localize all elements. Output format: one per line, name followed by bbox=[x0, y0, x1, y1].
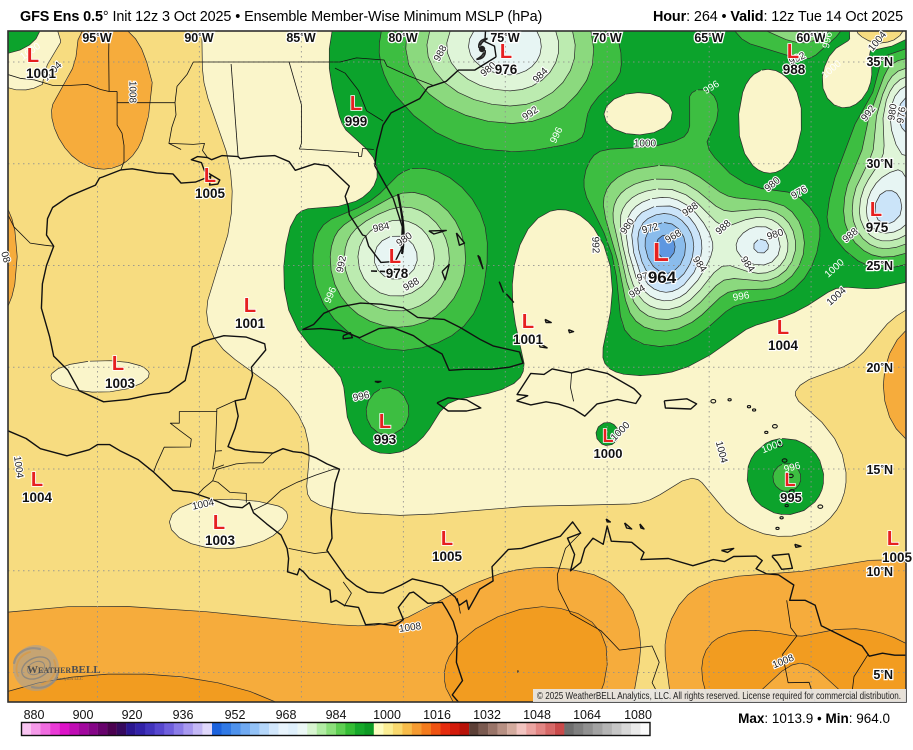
svg-text:20°N: 20°N bbox=[866, 361, 893, 375]
svg-text:L: L bbox=[112, 353, 124, 375]
svg-text:1004: 1004 bbox=[768, 338, 799, 353]
svg-text:L: L bbox=[787, 41, 799, 63]
svg-text:1000: 1000 bbox=[373, 708, 401, 722]
svg-text:996: 996 bbox=[783, 460, 802, 475]
svg-text:976: 976 bbox=[495, 62, 518, 77]
svg-text:1003: 1003 bbox=[105, 376, 136, 391]
svg-text:1008: 1008 bbox=[127, 81, 138, 104]
svg-text:952: 952 bbox=[225, 708, 246, 722]
svg-text:85°W: 85°W bbox=[286, 31, 316, 45]
svg-text:L: L bbox=[777, 317, 789, 339]
svg-text:992: 992 bbox=[589, 237, 601, 254]
svg-text:996: 996 bbox=[732, 290, 751, 304]
svg-text:1004: 1004 bbox=[11, 455, 25, 479]
svg-text:1008: 1008 bbox=[398, 621, 422, 635]
svg-text:GFS Ens 0.5° Init 12z 3 Oct 20: GFS Ens 0.5° Init 12z 3 Oct 2025 • Ensem… bbox=[20, 9, 542, 25]
svg-text:95°W: 95°W bbox=[82, 31, 112, 45]
svg-text:90°W: 90°W bbox=[184, 31, 214, 45]
svg-text:996: 996 bbox=[352, 390, 371, 404]
svg-text:1001: 1001 bbox=[513, 332, 544, 347]
svg-text:1016: 1016 bbox=[423, 708, 451, 722]
svg-text:L: L bbox=[653, 237, 669, 267]
svg-text:Max: 1013.9 • Min: 964.0: Max: 1013.9 • Min: 964.0 bbox=[738, 711, 890, 726]
svg-text:980: 980 bbox=[886, 103, 899, 121]
svg-text:15°N: 15°N bbox=[866, 463, 893, 477]
svg-text:75°W: 75°W bbox=[490, 31, 520, 45]
svg-text:984: 984 bbox=[326, 708, 347, 722]
svg-text:992: 992 bbox=[335, 254, 349, 273]
svg-text:964: 964 bbox=[648, 268, 677, 287]
svg-text:80°W: 80°W bbox=[388, 31, 418, 45]
svg-text:1004: 1004 bbox=[22, 490, 53, 505]
svg-text:L: L bbox=[213, 512, 225, 534]
svg-text:988: 988 bbox=[783, 62, 806, 77]
svg-text:25°N: 25°N bbox=[866, 259, 893, 273]
svg-text:35°N: 35°N bbox=[866, 55, 893, 69]
svg-text:936: 936 bbox=[173, 708, 194, 722]
svg-text:1032: 1032 bbox=[473, 708, 501, 722]
svg-text:5°N: 5°N bbox=[873, 668, 893, 682]
svg-text:900: 900 bbox=[73, 708, 94, 722]
svg-text:1080: 1080 bbox=[624, 708, 652, 722]
svg-text:L: L bbox=[244, 295, 256, 317]
svg-text:976: 976 bbox=[895, 106, 908, 124]
svg-text:1005: 1005 bbox=[882, 550, 913, 565]
svg-text:1005: 1005 bbox=[195, 186, 226, 201]
svg-text:993: 993 bbox=[374, 432, 397, 447]
svg-text:984: 984 bbox=[372, 221, 391, 235]
svg-text:999: 999 bbox=[345, 114, 368, 129]
svg-text:996: 996 bbox=[821, 30, 835, 49]
svg-text:L: L bbox=[204, 165, 216, 187]
svg-text:L: L bbox=[603, 426, 614, 446]
svg-text:Analytics LLC: Analytics LLC bbox=[56, 676, 83, 681]
svg-text:L: L bbox=[31, 469, 43, 491]
svg-text:968: 968 bbox=[276, 708, 297, 722]
svg-text:1048: 1048 bbox=[523, 708, 551, 722]
svg-text:L: L bbox=[379, 411, 391, 433]
svg-text:1005: 1005 bbox=[432, 549, 463, 564]
svg-text:976: 976 bbox=[636, 270, 655, 284]
svg-text:70°W: 70°W bbox=[592, 31, 622, 45]
svg-text:978: 978 bbox=[386, 266, 409, 281]
svg-text:08: 08 bbox=[0, 250, 12, 264]
svg-text:1003: 1003 bbox=[205, 533, 236, 548]
svg-text:L: L bbox=[389, 246, 401, 268]
svg-text:1000: 1000 bbox=[594, 446, 623, 461]
svg-text:L: L bbox=[500, 41, 512, 63]
svg-text:L: L bbox=[441, 528, 453, 550]
svg-text:1001: 1001 bbox=[26, 66, 57, 81]
svg-text:L: L bbox=[522, 311, 534, 333]
svg-text:Hour: 264 • Valid: 12z Tue 14: Hour: 264 • Valid: 12z Tue 14 Oct 2025 bbox=[653, 9, 903, 25]
svg-text:1064: 1064 bbox=[573, 708, 601, 722]
svg-text:1000: 1000 bbox=[634, 139, 657, 150]
svg-text:L: L bbox=[785, 470, 796, 490]
svg-text:975: 975 bbox=[866, 220, 889, 235]
svg-text:10°N: 10°N bbox=[866, 565, 893, 579]
svg-text:L: L bbox=[870, 199, 882, 221]
svg-text:65°W: 65°W bbox=[694, 31, 724, 45]
svg-text:WEATHERBELL: WEATHERBELL bbox=[27, 664, 101, 676]
svg-text:880: 880 bbox=[24, 708, 45, 722]
svg-text:L: L bbox=[27, 45, 39, 67]
svg-text:© 2025 WeatherBELL Analytics,: © 2025 WeatherBELL Analytics, LLC. All r… bbox=[537, 690, 901, 702]
svg-text:L: L bbox=[887, 528, 899, 550]
svg-text:L: L bbox=[350, 93, 362, 115]
svg-text:60°W: 60°W bbox=[796, 31, 826, 45]
svg-text:920: 920 bbox=[122, 708, 143, 722]
svg-text:1001: 1001 bbox=[235, 316, 266, 331]
svg-text:995: 995 bbox=[780, 490, 802, 505]
svg-text:30°N: 30°N bbox=[866, 157, 893, 171]
